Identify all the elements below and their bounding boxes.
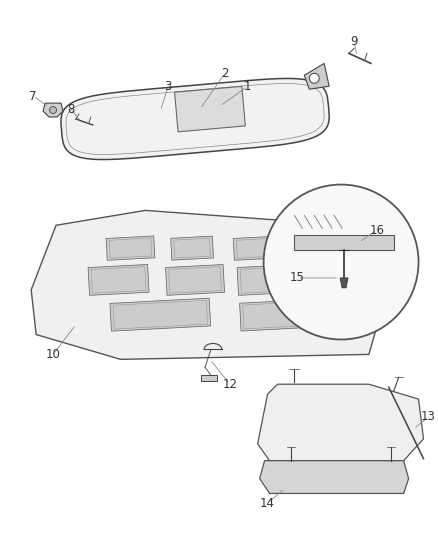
Polygon shape — [311, 265, 364, 294]
Polygon shape — [43, 103, 63, 117]
Text: 7: 7 — [29, 90, 37, 103]
Circle shape — [49, 107, 57, 114]
Polygon shape — [233, 236, 282, 260]
Text: 8: 8 — [67, 102, 74, 116]
Polygon shape — [295, 236, 339, 260]
Polygon shape — [171, 236, 213, 260]
Polygon shape — [31, 211, 389, 359]
Polygon shape — [260, 461, 409, 494]
Polygon shape — [304, 63, 329, 89]
Circle shape — [264, 184, 419, 340]
Text: 2: 2 — [221, 67, 229, 80]
Polygon shape — [106, 236, 155, 260]
Polygon shape — [88, 264, 149, 295]
Text: 16: 16 — [369, 224, 384, 237]
Text: 13: 13 — [421, 410, 436, 424]
Text: 10: 10 — [46, 348, 60, 361]
Polygon shape — [166, 264, 225, 295]
Text: 9: 9 — [350, 35, 358, 48]
Polygon shape — [237, 264, 298, 295]
Text: 3: 3 — [165, 80, 172, 93]
Polygon shape — [175, 86, 245, 132]
Polygon shape — [294, 235, 394, 250]
Text: 12: 12 — [223, 378, 237, 391]
Circle shape — [309, 74, 319, 83]
Text: 1: 1 — [244, 80, 251, 93]
Text: 14: 14 — [260, 497, 275, 510]
Polygon shape — [258, 384, 424, 461]
Polygon shape — [340, 278, 348, 288]
Polygon shape — [61, 78, 329, 159]
Polygon shape — [110, 298, 211, 331]
Text: 15: 15 — [290, 271, 305, 285]
Polygon shape — [240, 298, 335, 331]
Polygon shape — [201, 375, 217, 381]
